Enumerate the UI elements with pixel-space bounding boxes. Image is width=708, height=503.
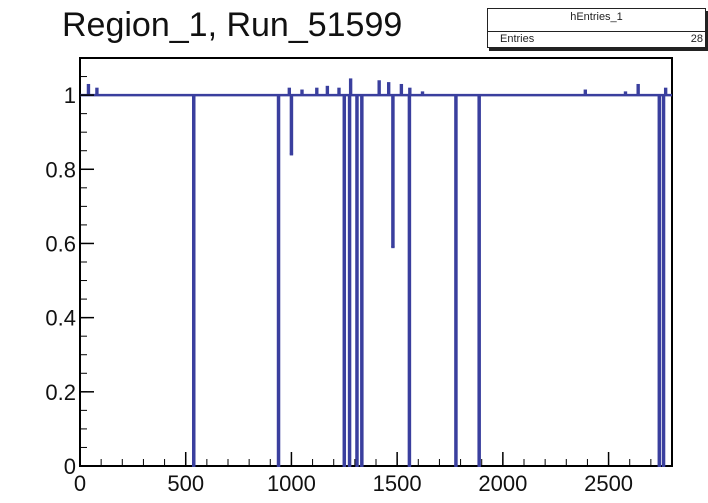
- histogram-spike-14: [623, 91, 628, 96]
- stats-entries-label: Entries: [500, 33, 535, 45]
- histogram-spike-16: [663, 87, 668, 96]
- y-tick-label-5: 1: [64, 83, 76, 108]
- histogram-spike-15: [636, 83, 640, 96]
- x-tick-label-2: 1000: [267, 471, 316, 496]
- histogram-spike-4: [315, 87, 319, 96]
- histogram-spike-6: [337, 87, 341, 96]
- histogram-spike-13: [583, 89, 588, 96]
- y-tick-label-0: 0: [64, 454, 76, 479]
- y-tick-label-1: 0.2: [45, 380, 76, 405]
- histogram-spike-12: [420, 91, 425, 96]
- chart-title: Region_1, Run_51599: [62, 6, 403, 44]
- histogram-spike-8: [377, 80, 381, 96]
- y-tick-label-3: 0.6: [45, 231, 76, 256]
- stats-box: hEntries_1 Entries 28: [487, 8, 706, 48]
- histogram-spike-1: [95, 87, 99, 96]
- stats-histogram-name: hEntries_1: [570, 11, 623, 23]
- histogram-spike-2: [287, 87, 292, 96]
- histogram-spike-11: [408, 87, 412, 96]
- x-tick-label-5: 2500: [584, 471, 633, 496]
- histogram-spike-3: [300, 89, 304, 96]
- x-tick-label-3: 1500: [373, 471, 422, 496]
- histogram-spike-0: [86, 83, 91, 96]
- histogram-spike-9: [386, 82, 391, 96]
- x-tick-label-0: 0: [74, 471, 86, 496]
- histogram-spike-10: [399, 83, 404, 96]
- x-tick-label-4: 2000: [478, 471, 527, 496]
- x-tick-label-1: 500: [167, 471, 204, 496]
- y-tick-label-2: 0.4: [45, 306, 76, 331]
- stats-divider: [488, 31, 705, 32]
- histogram-spike-5: [325, 85, 330, 96]
- plot-frame: [79, 57, 673, 467]
- y-tick-label-4: 0.8: [45, 157, 76, 182]
- stats-entries-value: 28: [690, 33, 703, 45]
- histogram-spike-7: [348, 78, 353, 96]
